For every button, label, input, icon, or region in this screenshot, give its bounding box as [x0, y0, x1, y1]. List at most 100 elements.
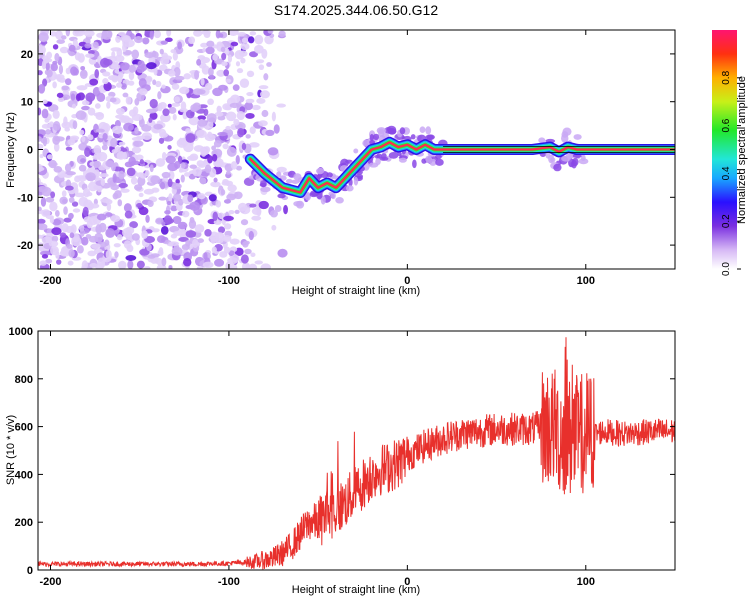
noise-blob [254, 34, 264, 45]
noise-blob [167, 70, 176, 77]
noise-blob [71, 103, 77, 109]
noise-blob [114, 54, 125, 62]
noise-blob [234, 209, 240, 214]
noise-blob [212, 211, 218, 222]
noise-blob [87, 134, 94, 141]
noise-blob [45, 258, 53, 264]
noise-blob [109, 97, 117, 103]
noise-blob [254, 260, 263, 265]
noise-blob [64, 185, 74, 191]
noise-blob [58, 64, 64, 75]
noise-blob [235, 154, 240, 165]
colorbar-tick-label: 0.0 [721, 262, 732, 276]
noise-blob [129, 221, 139, 229]
noise-blob [218, 33, 224, 38]
noise-blob [131, 233, 140, 241]
noise-blob [158, 247, 164, 255]
noise-blob [152, 50, 157, 58]
noise-blob [196, 58, 202, 66]
noise-blob [56, 259, 62, 265]
noise-blob [105, 199, 113, 205]
noise-blob [258, 64, 265, 71]
noise-blob [64, 163, 72, 173]
noise-blob [212, 44, 219, 49]
noise-blob [50, 191, 56, 199]
noise-blob [138, 206, 149, 216]
ridge-halo-blob [412, 159, 417, 169]
noise-blob [215, 200, 222, 208]
noise-blob [88, 216, 98, 226]
noise-blob [131, 146, 142, 154]
noise-blob [61, 35, 67, 40]
noise-blob [163, 215, 173, 225]
noise-blob [83, 30, 95, 37]
noise-blob [70, 93, 76, 101]
noise-blob [189, 164, 198, 169]
ridge-halo-blob [353, 176, 359, 186]
noise-blob [125, 226, 135, 235]
noise-blob [161, 221, 166, 227]
noise-blob [267, 30, 274, 34]
ridge-halo-blob [276, 171, 282, 178]
noise-blob [52, 81, 57, 89]
noise-blob [274, 205, 282, 213]
noise-blob [149, 30, 154, 40]
noise-blob [117, 199, 123, 207]
noise-blob [223, 215, 234, 221]
noise-blob [118, 170, 125, 180]
noise-blob [236, 111, 245, 121]
noise-blob [107, 74, 119, 81]
noise-blob [178, 168, 184, 173]
noise-blob [180, 101, 187, 111]
y-tick-label: 400 [15, 469, 33, 481]
ridge-halo-blob [345, 185, 354, 192]
noise-blob [277, 248, 288, 258]
noise-blob [120, 188, 130, 193]
noise-blob [271, 224, 277, 231]
noise-blob [239, 78, 250, 88]
noise-blob [115, 35, 121, 43]
noise-blob [222, 235, 232, 243]
y-tick-label: 1000 [9, 326, 33, 338]
noise-blob [240, 57, 246, 64]
noise-blob [41, 60, 47, 70]
noise-blob [112, 125, 123, 135]
noise-blob [60, 246, 70, 256]
noise-blob [123, 203, 132, 213]
noise-blob [93, 160, 102, 168]
ridge-halo-blob [293, 173, 302, 181]
noise-blob [128, 64, 137, 73]
ridge-halo-blob [375, 158, 381, 165]
noise-blob [160, 40, 168, 45]
noise-blob [89, 263, 98, 268]
noise-blob [133, 140, 144, 147]
noise-blob [183, 257, 192, 267]
ridge-halo-blob [277, 193, 286, 199]
noise-blob [245, 134, 251, 139]
noise-blob [251, 207, 262, 215]
noise-blob [151, 187, 160, 193]
noise-blob [188, 116, 200, 126]
x-tick-label: 100 [577, 275, 595, 287]
noise-blob [64, 127, 71, 132]
noise-blob [231, 254, 240, 263]
ridge-band [249, 141, 675, 194]
noise-blob [240, 219, 249, 226]
noise-blob [222, 143, 229, 150]
noise-blob [226, 146, 237, 157]
noise-blob [170, 205, 178, 212]
noise-blob [113, 243, 121, 248]
noise-blob [38, 186, 48, 193]
ridge-halo-blob [369, 134, 374, 141]
noise-blob [145, 214, 150, 223]
noise-blob [128, 80, 135, 86]
noise-blob [61, 94, 71, 101]
spectrogram-x-ticks: -200 -100 0 100 [39, 30, 595, 287]
noise-blob [145, 170, 150, 177]
noise-blob [229, 238, 240, 245]
noise-blob [172, 113, 177, 121]
noise-blob [80, 158, 86, 163]
noise-blob [81, 236, 89, 246]
noise-blob [168, 241, 180, 247]
noise-blob [38, 83, 46, 94]
